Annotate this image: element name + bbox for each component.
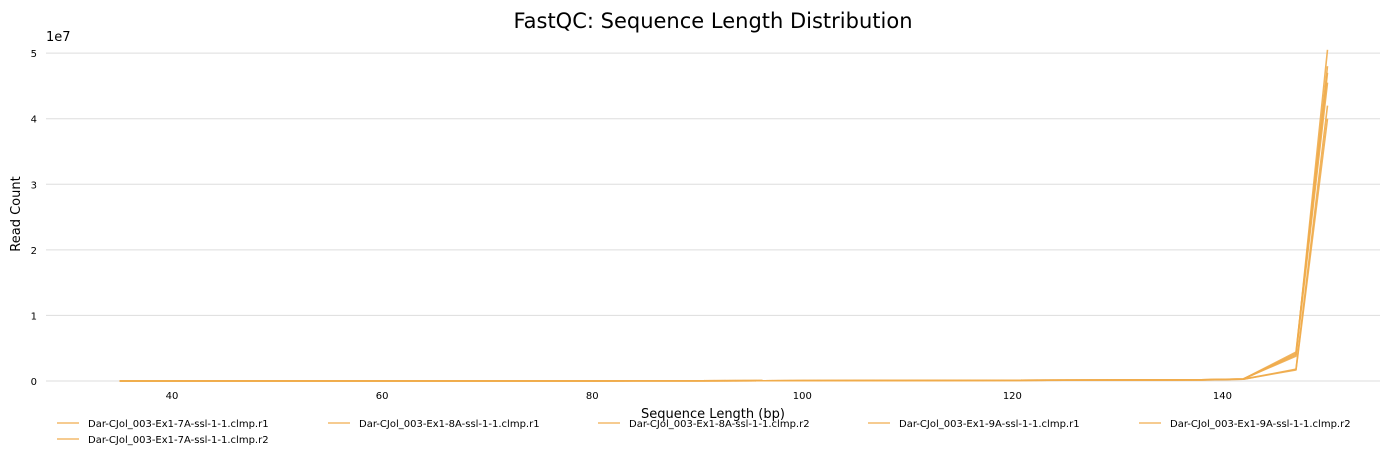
series-line-4 (119, 82, 1329, 382)
y-tick-label: 3 (31, 180, 37, 191)
series-line-5 (119, 72, 1329, 382)
legend-item: Dar-CJol_003-Ex1-8A-ssl-1-1.clmp.r1 (328, 419, 540, 430)
series-line-3 (119, 49, 1329, 382)
legend-label: Dar-CJol_003-Ex1-8A-ssl-1-1.clmp.r1 (359, 419, 540, 430)
legend-label: Dar-CJol_003-Ex1-9A-ssl-1-1.clmp.r2 (1170, 419, 1351, 430)
y-tick-label: 1 (31, 311, 37, 322)
y-tick-label: 5 (31, 49, 37, 60)
x-tick-label: 120 (1003, 391, 1022, 402)
chart-title: FastQC: Sequence Length Distribution (513, 9, 912, 33)
legend-label: Dar-CJol_003-Ex1-7A-ssl-1-1.clmp.r2 (88, 435, 269, 446)
legend-item: Dar-CJol_003-Ex1-7A-ssl-1-1.clmp.r1 (57, 419, 269, 430)
legend-item: Dar-CJol_003-Ex1-7A-ssl-1-1.clmp.r2 (57, 435, 269, 446)
gridlines (46, 52, 1380, 316)
x-tick-label: 80 (586, 391, 599, 402)
x-axis-label: Sequence Length (bp) (641, 407, 785, 422)
x-tick-label: 100 (793, 391, 812, 402)
y-axis-label: Read Count (9, 176, 24, 251)
legend-label: Dar-CJol_003-Ex1-9A-ssl-1-1.clmp.r1 (899, 419, 1080, 430)
legend: Dar-CJol_003-Ex1-7A-ssl-1-1.clmp.r1 Dar-C… (57, 419, 1351, 446)
x-tick-label: 140 (1213, 391, 1232, 402)
series-line-0 (119, 66, 1329, 382)
series-lines (119, 49, 1329, 382)
y-tick-label: 0 (31, 377, 37, 388)
y-axis-exponent-label: 1e7 (46, 30, 71, 45)
y-tick-label: 2 (31, 246, 37, 257)
series-line-1 (119, 105, 1329, 382)
y-axis-ticks: 0 1 2 3 4 5 (31, 49, 37, 388)
legend-item: Dar-CJol_003-Ex1-9A-ssl-1-1.clmp.r2 (1139, 419, 1351, 430)
legend-label: Dar-CJol_003-Ex1-7A-ssl-1-1.clmp.r1 (88, 419, 269, 430)
y-tick-label: 4 (31, 115, 37, 126)
x-axis-ticks: 40 60 80 100 120 140 (166, 391, 1232, 402)
legend-label: Dar-CJol_003-Ex1-8A-ssl-1-1.clmp.r2 (629, 419, 810, 430)
legend-item: Dar-CJol_003-Ex1-8A-ssl-1-1.clmp.r2 (598, 419, 810, 430)
x-tick-label: 60 (376, 391, 389, 402)
legend-item: Dar-CJol_003-Ex1-9A-ssl-1-1.clmp.r1 (868, 419, 1080, 430)
x-tick-label: 40 (166, 391, 179, 402)
